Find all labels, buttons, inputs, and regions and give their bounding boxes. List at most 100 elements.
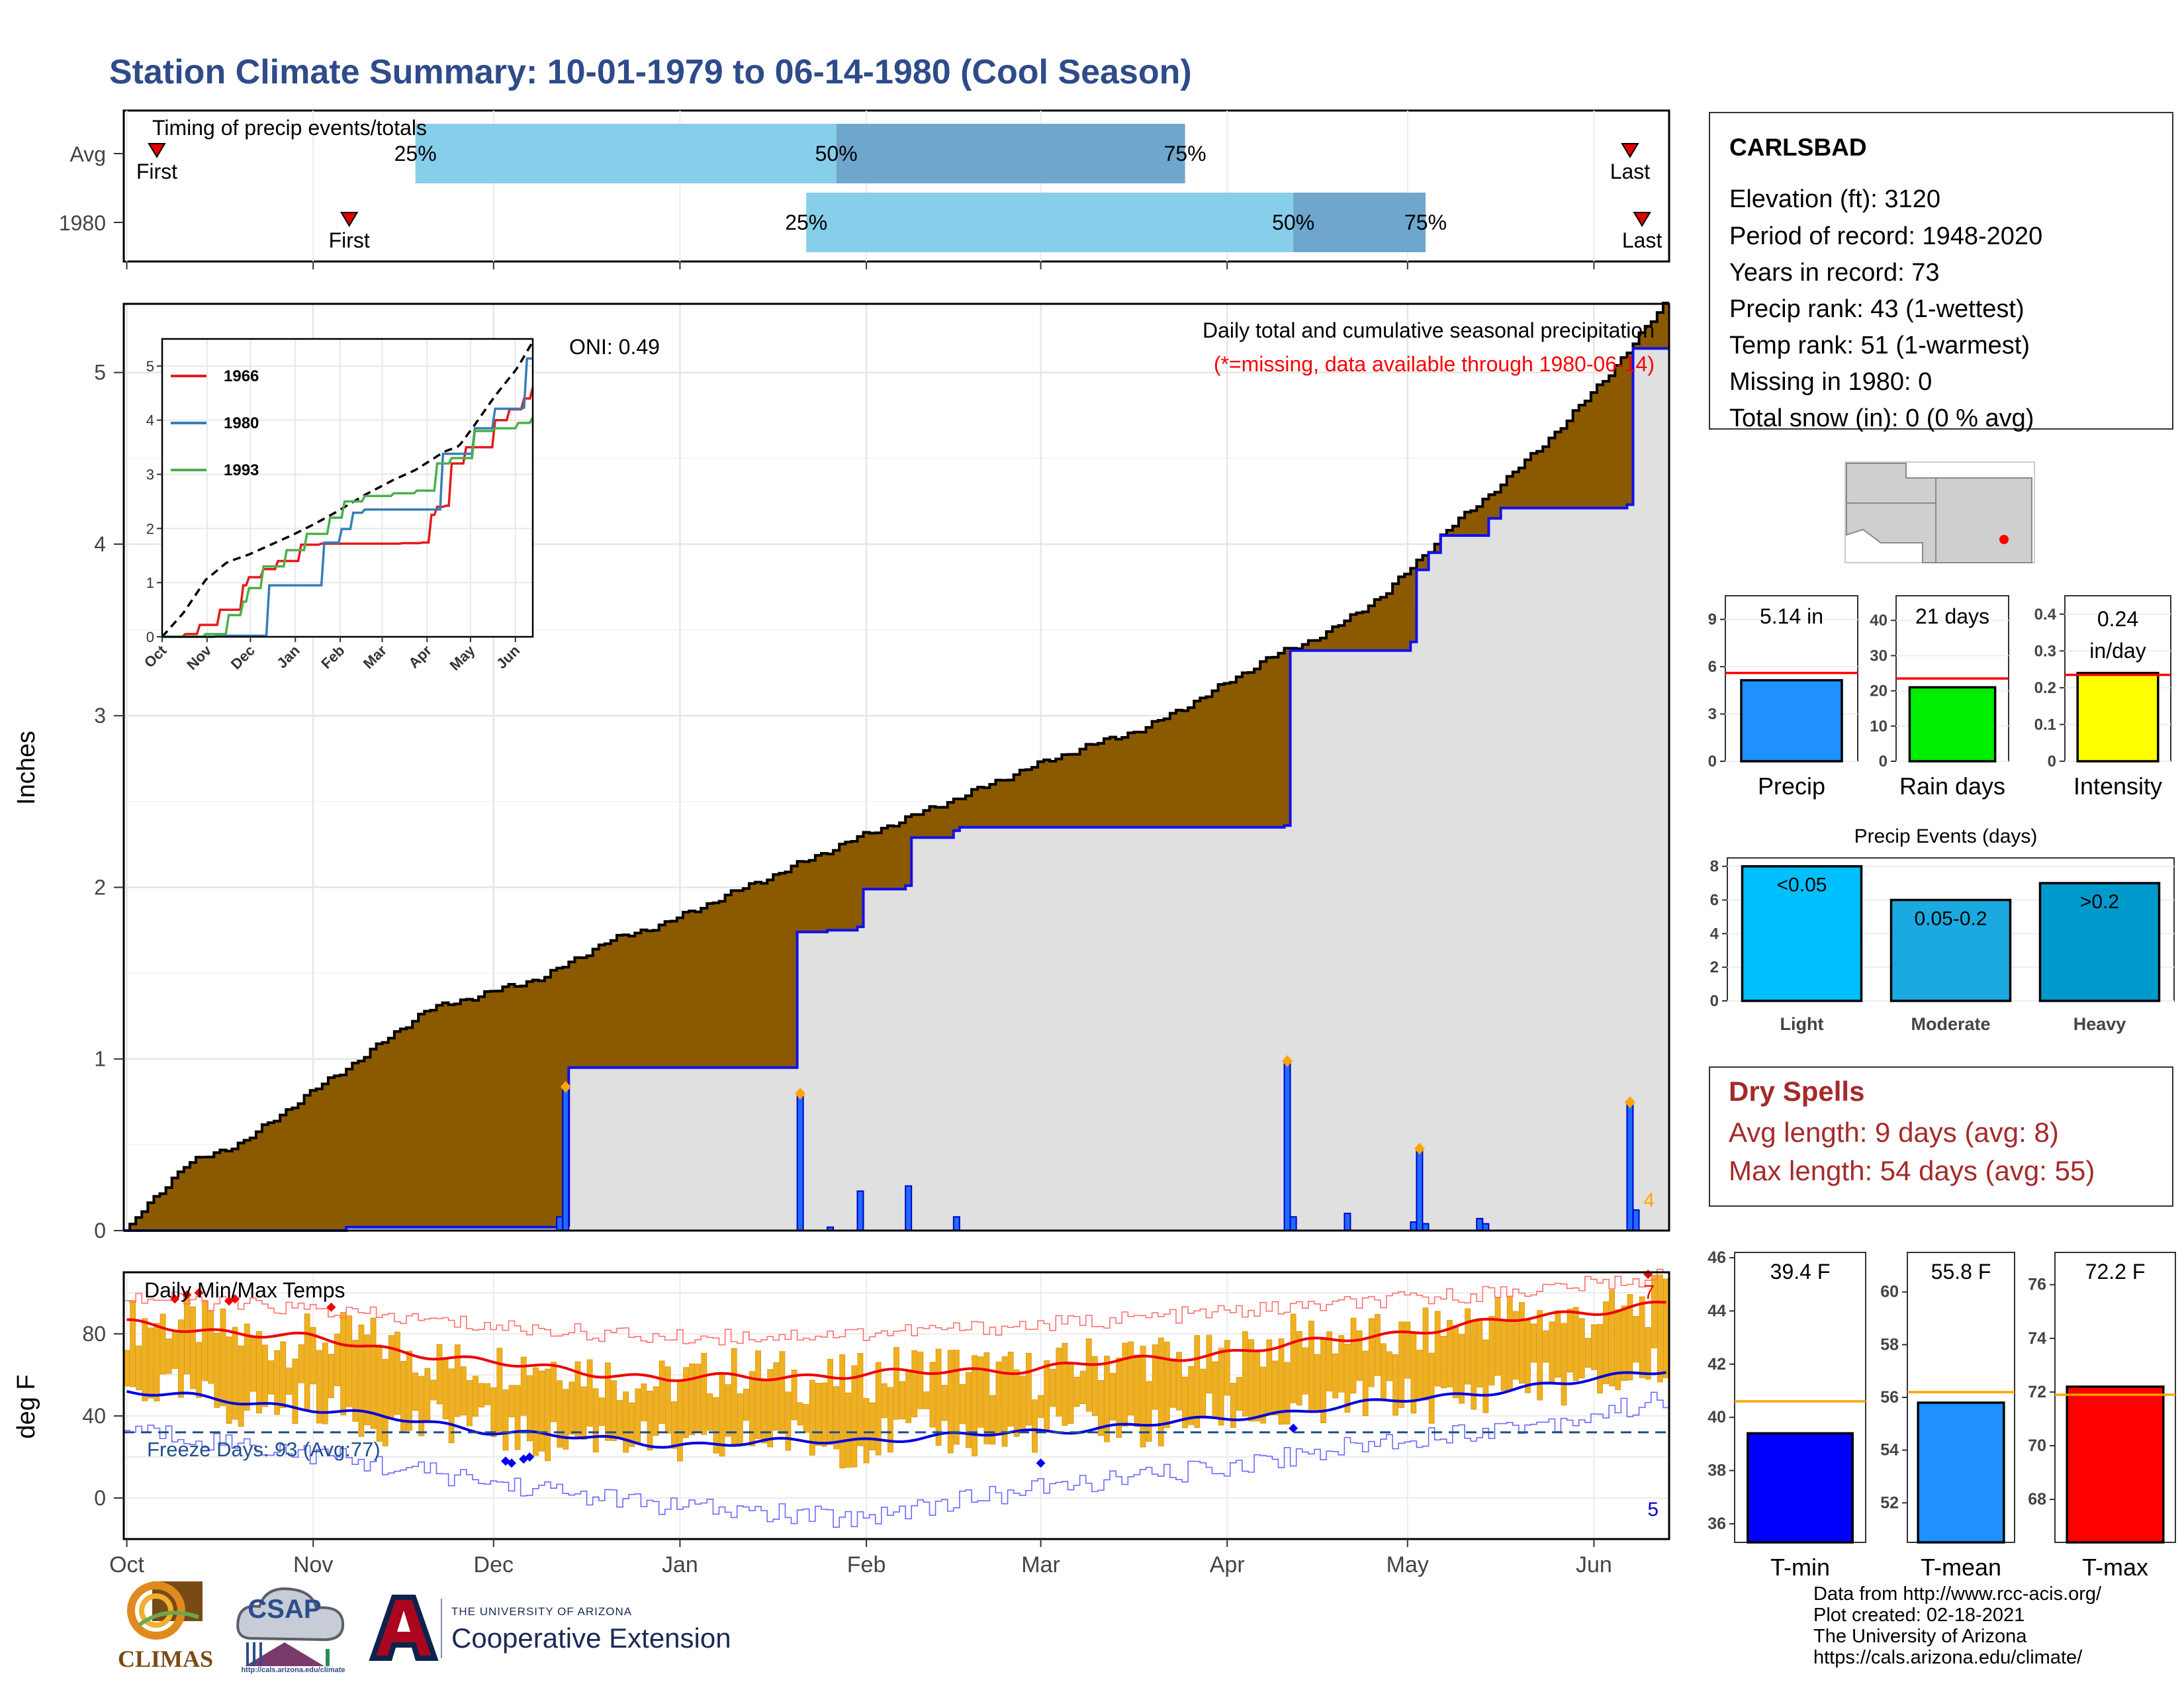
daily-precip-bar-14 — [1482, 1223, 1490, 1232]
temp-summary-tick-label-2-3: 74 — [2028, 1329, 2046, 1348]
daily-precip-bar-13 — [1476, 1217, 1484, 1231]
inset-y-tick-label-5: 5 — [146, 358, 154, 375]
temp-summary-tick-label-1-0: 52 — [1880, 1493, 1899, 1512]
temp-bar-92 — [677, 1380, 683, 1462]
temp-y-tick-label-1: 40 — [82, 1404, 106, 1428]
temp-bar-38 — [352, 1340, 359, 1422]
temp-bar-107 — [767, 1369, 774, 1448]
temp-bar-34 — [328, 1354, 334, 1399]
temp-bar-124 — [869, 1402, 876, 1450]
temp-y-ticks: 0 40 80 — [82, 1322, 124, 1510]
daily-precip-marker-2 — [795, 1088, 806, 1100]
timing-marks: 25% 50% 75% First Last 25% 50% 75% First Last — [114, 124, 1662, 252]
temp-summary-bar-2 — [2066, 1385, 2165, 1544]
record-high-marker-0 — [170, 1294, 180, 1304]
events-tick-label-1: 2 — [1710, 959, 1719, 976]
average-min-line — [126, 1371, 1666, 1449]
temp-bar-170 — [1146, 1381, 1152, 1442]
temp-bar-24 — [268, 1360, 274, 1395]
temp-summary-tick-label-2-1: 70 — [2028, 1436, 2046, 1455]
temp-bar-102 — [737, 1393, 743, 1444]
temp-bar-140 — [966, 1372, 972, 1448]
temp-bar-180 — [1206, 1335, 1212, 1394]
temp-bar-250 — [1627, 1294, 1633, 1381]
daily-precip-bar-4 — [856, 1190, 864, 1231]
daily-precip-bar-16 — [1632, 1209, 1640, 1232]
temp-bar-110 — [785, 1391, 792, 1451]
temp-bar-37 — [346, 1315, 353, 1407]
temp-bar-142 — [978, 1356, 984, 1428]
temp-bar-253 — [1645, 1327, 1651, 1380]
temp-bar-169 — [1140, 1346, 1146, 1448]
temp-bar-185 — [1236, 1377, 1242, 1411]
temp-bar-61 — [490, 1387, 497, 1437]
timing-first-label-0: First — [136, 160, 177, 183]
record-high-marker-5 — [326, 1302, 336, 1312]
temp-bar-246 — [1603, 1301, 1610, 1384]
credits: Data from http://www.rcc-acis.org/ Plot … — [1813, 1583, 2101, 1668]
temp-bar-161 — [1091, 1356, 1098, 1416]
temp-bar-241 — [1572, 1307, 1579, 1382]
dry-spells-frame — [1709, 1066, 2173, 1207]
temp-bar-52 — [436, 1344, 443, 1405]
temp-bar-160 — [1085, 1338, 1092, 1412]
temp-bar-136 — [941, 1385, 948, 1421]
temp-bar-36 — [340, 1312, 347, 1415]
summary-tick-label-0-2: 6 — [1708, 658, 1717, 676]
temp-bar-17 — [226, 1336, 232, 1424]
events-bar-label-0: <0.05 — [1777, 874, 1827, 896]
temp-bar-251 — [1633, 1316, 1639, 1363]
inset-lines — [161, 341, 534, 638]
temp-bar-168 — [1134, 1354, 1140, 1427]
locator-map — [1844, 461, 2035, 563]
events-bar-label-1: 0.05-0.2 — [1914, 908, 1987, 930]
temp-bar-143 — [983, 1352, 990, 1444]
temp-bar-87 — [647, 1390, 653, 1451]
temp-bar-127 — [887, 1387, 893, 1453]
temp-summary-value-2: 72.2 F — [2085, 1260, 2146, 1284]
temp-bar-117 — [827, 1358, 833, 1445]
temp-bar-175 — [1176, 1352, 1182, 1411]
daily-precip-bar-0 — [556, 1216, 564, 1232]
temp-bar-29 — [298, 1344, 304, 1383]
record-low-marker-3 — [525, 1452, 535, 1462]
temp-bar-59 — [478, 1383, 484, 1408]
temp-bar-188 — [1254, 1351, 1261, 1422]
temp-bar-80 — [604, 1362, 611, 1441]
temp-bar-43 — [382, 1359, 388, 1446]
ua-cooperative-extension: Cooperative Extension — [451, 1622, 731, 1654]
temp-bar-248 — [1615, 1309, 1621, 1390]
temp-bar-9 — [177, 1319, 184, 1398]
temp-bar-104 — [749, 1371, 755, 1446]
temp-bar-179 — [1200, 1368, 1206, 1417]
inset-frame-bg — [162, 339, 533, 637]
temp-daily-bars — [124, 1274, 1669, 1469]
temp-bar-115 — [815, 1382, 821, 1446]
temp-bar-226 — [1482, 1339, 1489, 1413]
precip-y-ticks: 0 1 2 3 4 5 — [94, 361, 124, 1243]
map-region — [1846, 463, 2032, 563]
average-cumulative-line — [123, 301, 1670, 1232]
temp-bar-208 — [1374, 1314, 1381, 1376]
timing-quantile-label-1-2: 75% — [1404, 211, 1447, 234]
station-line-7: Total snow (in): 0 (0 % avg) — [1729, 404, 2034, 432]
temp-bar-229 — [1500, 1320, 1507, 1391]
timing-box-upper-1 — [1293, 193, 1426, 252]
temp-bar-10 — [183, 1297, 190, 1374]
daily-precip-bar-6 — [952, 1216, 960, 1232]
temp-bar-86 — [641, 1383, 647, 1421]
temp-bar-41 — [370, 1317, 377, 1429]
events-title: Precip Events (days) — [1854, 825, 2038, 847]
precip-y-tick-label-1: 1 — [94, 1047, 106, 1071]
temp-bar-18 — [232, 1327, 238, 1420]
summary-tick-label-2-0: 0 — [2048, 753, 2056, 771]
ua-university-name: THE UNIVERSITY OF ARIZONA — [451, 1605, 633, 1618]
record-low-marker-5 — [1289, 1423, 1298, 1433]
temp-bar-221 — [1453, 1325, 1459, 1399]
events-tick-label-3: 6 — [1710, 892, 1719, 910]
temp-bar-219 — [1440, 1336, 1447, 1389]
temp-summary-tick-label-1-2: 56 — [1880, 1388, 1899, 1407]
temp-bar-126 — [881, 1383, 887, 1419]
temp-bar-106 — [761, 1380, 768, 1444]
station-name: CARLSBAD — [1729, 134, 1867, 161]
